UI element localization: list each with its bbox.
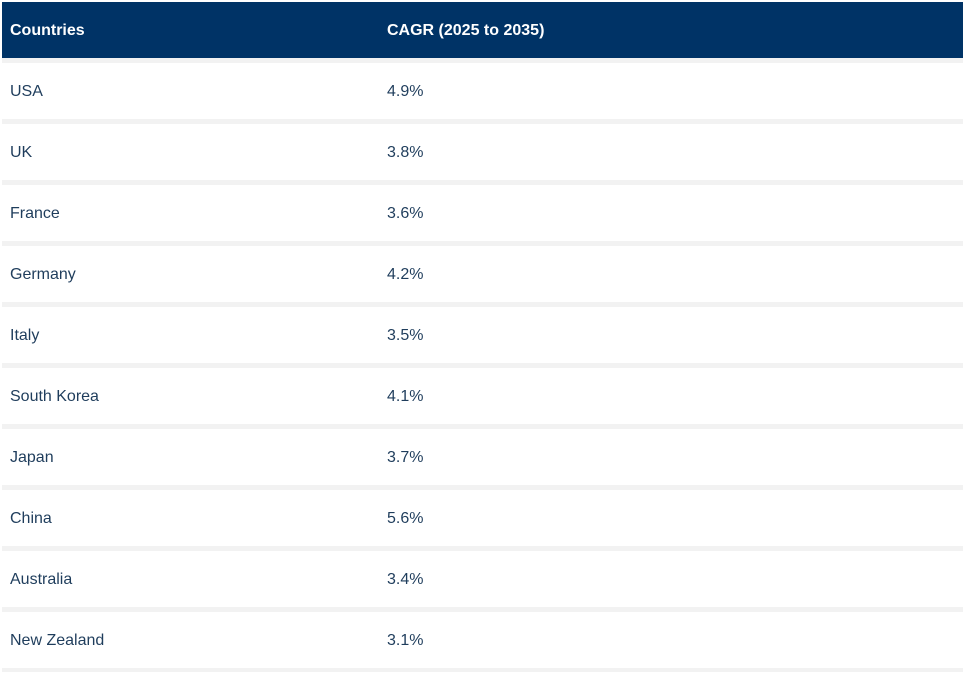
cell-cagr: 3.7% [387, 449, 424, 466]
table-row: USA 4.9% [2, 63, 963, 119]
cell-country: UK [10, 144, 33, 161]
cell-country: New Zealand [10, 632, 105, 649]
cell-cagr: 3.8% [387, 144, 424, 161]
cell-cagr: 4.2% [387, 266, 424, 283]
cell-cagr: 3.1% [387, 632, 424, 649]
cell-country: USA [10, 83, 43, 100]
table-row: Italy 3.5% [2, 307, 963, 363]
table-row: France 3.6% [2, 185, 963, 241]
cell-country: South Korea [10, 388, 99, 405]
header-countries: Countries [10, 22, 85, 39]
cell-cagr: 5.6% [387, 510, 424, 527]
table-row: New Zealand 3.1% [2, 612, 963, 668]
cell-country: Japan [10, 449, 54, 466]
table-row: China 5.6% [2, 490, 963, 546]
table-header: Countries CAGR (2025 to 2035) [2, 2, 963, 58]
header-cagr: CAGR (2025 to 2035) [387, 22, 545, 39]
cell-country: France [10, 205, 60, 222]
cell-cagr: 4.1% [387, 388, 424, 405]
cell-cagr: 4.9% [387, 83, 424, 100]
cell-country: Germany [10, 266, 76, 283]
table-row: UK 3.8% [2, 124, 963, 180]
cell-country: China [10, 510, 52, 527]
cell-cagr: 3.5% [387, 327, 424, 344]
cell-cagr: 3.4% [387, 571, 424, 588]
table-row: South Korea 4.1% [2, 368, 963, 424]
cell-country: Italy [10, 327, 40, 344]
table-row: Japan 3.7% [2, 429, 963, 485]
cell-country: Australia [10, 571, 73, 588]
table-row: Germany 4.2% [2, 246, 963, 302]
cell-cagr: 3.6% [387, 205, 424, 222]
table-row: Australia 3.4% [2, 551, 963, 607]
